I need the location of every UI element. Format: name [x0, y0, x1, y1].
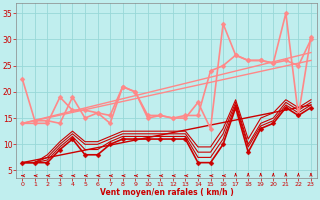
X-axis label: Vent moyen/en rafales ( km/h ): Vent moyen/en rafales ( km/h ) [100, 188, 234, 197]
